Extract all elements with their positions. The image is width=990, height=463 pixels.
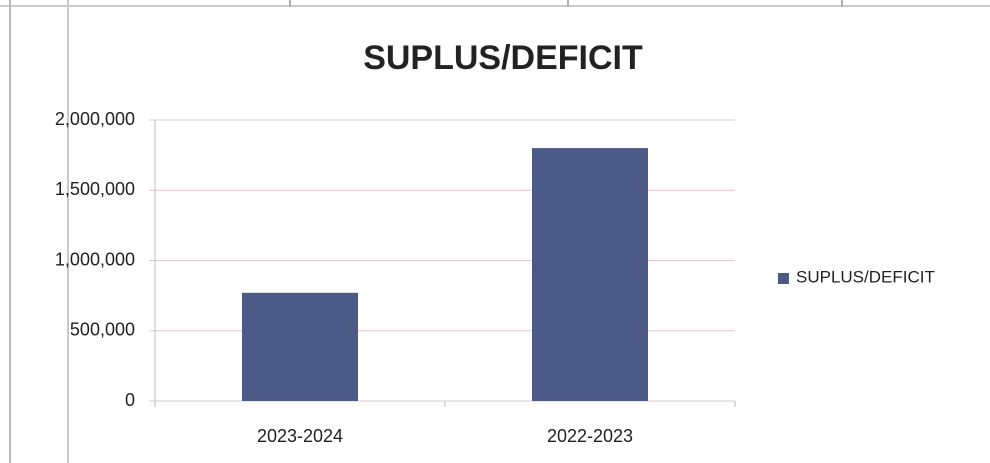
y-tick-label: 0: [125, 390, 135, 410]
bar: [532, 148, 648, 401]
legend-label: SUPLUS/DEFICIT: [796, 267, 935, 286]
legend-swatch: [778, 273, 789, 284]
bar: [242, 292, 358, 401]
y-tick-label: 1,000,000: [55, 249, 135, 269]
x-tick-label: 2023-2024: [257, 426, 343, 446]
x-tick-label: 2022-2023: [547, 426, 633, 446]
y-tick-label: 500,000: [70, 320, 135, 340]
y-tick-label: 1,500,000: [55, 179, 135, 199]
chart-title: SUPLUS/DEFICIT: [363, 39, 643, 77]
y-tick-label: 2,000,000: [55, 109, 135, 129]
